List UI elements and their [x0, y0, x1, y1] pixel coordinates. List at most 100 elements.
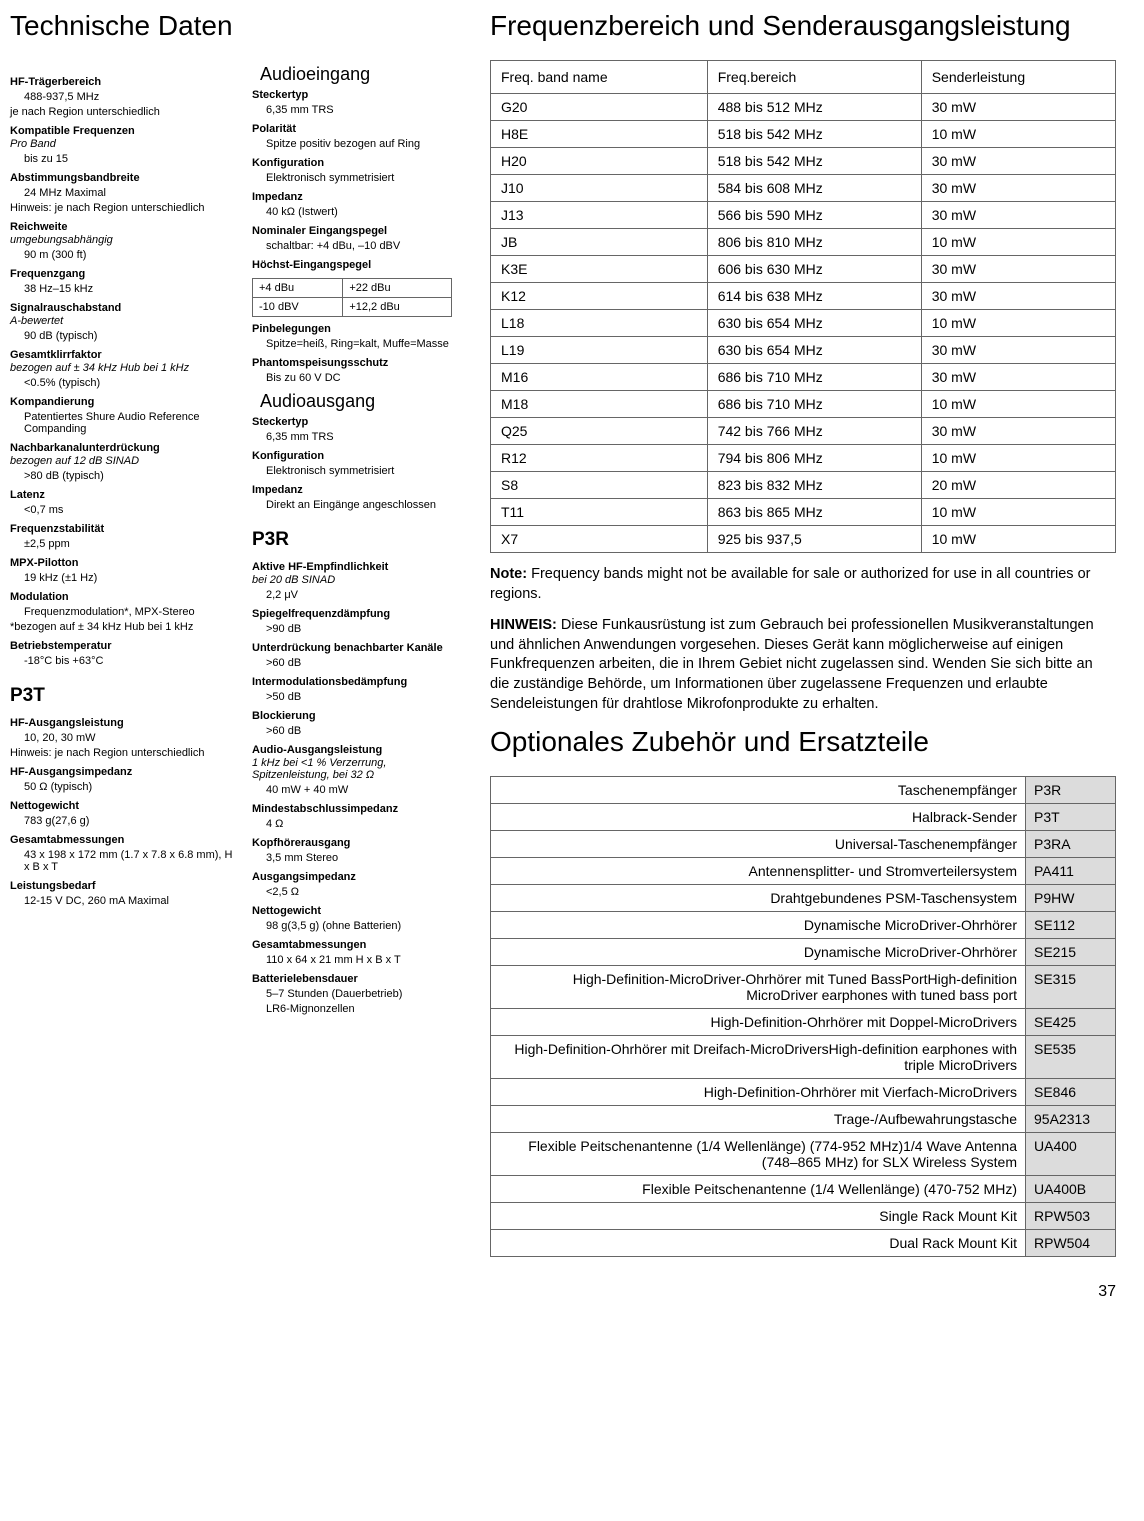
spec-value: 19 kHz (±1 Hz) — [24, 572, 240, 584]
table-cell: 925 bis 937,5 — [707, 526, 921, 553]
spec-label: HF-Ausgangsimpedanz — [10, 766, 240, 778]
table-row: TaschenempfängerP3R — [491, 777, 1116, 804]
table-cell: T11 — [491, 499, 708, 526]
spec-item: Steckertyp6,35 mm TRS — [252, 89, 466, 116]
table-row: High-Definition-Ohrhörer mit Doppel-Micr… — [491, 1009, 1116, 1036]
spec-label: Phantomspeisungsschutz — [252, 357, 466, 369]
spec-item: Betriebstemperatur-18°C bis +63°C — [10, 640, 240, 667]
table-cell: Dynamische MicroDriver-Ohrhörer — [491, 939, 1026, 966]
page-number: 37 — [10, 1283, 1116, 1301]
spec-label: Kopfhörerausgang — [252, 837, 466, 849]
table-cell: JB — [491, 229, 708, 256]
table-cell: 806 bis 810 MHz — [707, 229, 921, 256]
spec-label: Polarität — [252, 123, 466, 135]
spec-subnote: Hinweis: je nach Region unterschiedlich — [10, 202, 240, 214]
spec-label: Nachbarkanalunterdrückung — [10, 442, 240, 454]
table-cell: 518 bis 542 MHz — [707, 148, 921, 175]
spec-subnote: Hinweis: je nach Region unterschiedlich — [10, 747, 240, 759]
table-cell: SE315 — [1026, 966, 1116, 1009]
table-cell: 30 mW — [921, 283, 1115, 310]
table-cell: 10 mW — [921, 526, 1115, 553]
table-cell: High-Definition-Ohrhörer mit Vierfach-Mi… — [491, 1079, 1026, 1106]
spec-label: Kompandierung — [10, 396, 240, 408]
table-cell: 630 bis 654 MHz — [707, 337, 921, 364]
spec-label: Impedanz — [252, 191, 466, 203]
table-cell: 823 bis 832 MHz — [707, 472, 921, 499]
spec-label: Leistungsbedarf — [10, 880, 240, 892]
table-row: JB806 bis 810 MHz10 mW — [491, 229, 1116, 256]
spec-label: HF-Trägerbereich — [10, 76, 240, 88]
spec-label: Reichweite — [10, 221, 240, 233]
spec-label: Frequenzstabilität — [10, 523, 240, 535]
table-cell: H8E — [491, 121, 708, 148]
table-row: L18630 bis 654 MHz10 mW — [491, 310, 1116, 337]
table-cell: 10 mW — [921, 310, 1115, 337]
spec-value: Spitze positiv bezogen auf Ring — [266, 138, 466, 150]
left-subcol-2: Audioeingang Steckertyp6,35 mm TRS Polari… — [252, 10, 466, 1257]
table-header: Freq.bereich — [707, 61, 921, 94]
table-row: Q25742 bis 766 MHz30 mW — [491, 418, 1116, 445]
table-cell: SE112 — [1026, 912, 1116, 939]
spec-value: Elektronisch symmetrisiert — [266, 465, 466, 477]
spec-label: Abstimmungsbandbreite — [10, 172, 240, 184]
spec-value: 488-937,5 MHz — [24, 91, 240, 103]
spec-item: KonfigurationElektronisch symmetrisiert — [252, 450, 466, 477]
table-cell: 686 bis 710 MHz — [707, 364, 921, 391]
spec-item: PhantomspeisungsschutzBis zu 60 V DC — [252, 357, 466, 384]
p3r-heading: P3R — [252, 529, 466, 551]
audioeingang-heading: Audioeingang — [260, 64, 466, 85]
table-row: S8823 bis 832 MHz20 mW — [491, 472, 1116, 499]
table-cell: UA400 — [1026, 1133, 1116, 1176]
spec-value: bis zu 15 — [24, 153, 240, 165]
table-row: J10584 bis 608 MHz30 mW — [491, 175, 1116, 202]
spec-label: Batterielebensdauer — [252, 973, 466, 985]
table-row: T11863 bis 865 MHz10 mW — [491, 499, 1116, 526]
table-cell: 584 bis 608 MHz — [707, 175, 921, 202]
table-row: Trage-/Aufbewahrungstasche95A2313 — [491, 1106, 1116, 1133]
spec-item: Frequenzstabilität ±2,5 ppm — [10, 523, 240, 550]
spec-item: ImpedanzDirekt an Eingänge angeschlossen — [252, 484, 466, 511]
spec-value: Direkt an Eingänge angeschlossen — [266, 499, 466, 511]
spec-note: Pro Band — [10, 138, 240, 150]
spec-note: umgebungsabhängig — [10, 234, 240, 246]
spec-item: Reichweiteumgebungsabhängig90 m (300 ft) — [10, 221, 240, 261]
table-cell: 10 mW — [921, 229, 1115, 256]
table-row: K3E606 bis 630 MHz30 mW — [491, 256, 1116, 283]
table-row: H8E518 bis 542 MHz10 mW — [491, 121, 1116, 148]
spec-value: <0,7 ms — [24, 504, 240, 516]
table-cell: 30 mW — [921, 364, 1115, 391]
spec-value: <0.5% (typisch) — [24, 377, 240, 389]
table-cell: Dual Rack Mount Kit — [491, 1230, 1026, 1257]
spec-value: 50 Ω (typisch) — [24, 781, 240, 793]
spec-item: KonfigurationElektronisch symmetrisiert — [252, 157, 466, 184]
audioausgang-heading: Audioausgang — [260, 391, 466, 412]
table-cell: L19 — [491, 337, 708, 364]
spec-label: Latenz — [10, 489, 240, 501]
table-cell: RPW503 — [1026, 1203, 1116, 1230]
spec-label: Gesamtabmessungen — [252, 939, 466, 951]
table-cell: H20 — [491, 148, 708, 175]
table-row: L19630 bis 654 MHz30 mW — [491, 337, 1116, 364]
table-cell: SE535 — [1026, 1036, 1116, 1079]
spec-subnote: je nach Region unterschiedlich — [10, 106, 240, 118]
table-cell: P9HW — [1026, 885, 1116, 912]
table-header: Senderleistung — [921, 61, 1115, 94]
table-row: G20488 bis 512 MHz30 mW — [491, 94, 1116, 121]
spec-item: Kopfhörerausgang3,5 mm Stereo — [252, 837, 466, 864]
table-row: High-Definition-Ohrhörer mit Vierfach-Mi… — [491, 1079, 1116, 1106]
spec-label: Steckertyp — [252, 416, 466, 428]
table-header: Freq. band name — [491, 61, 708, 94]
spec-note: A-bewertet — [10, 315, 240, 327]
spec-value: ±2,5 ppm — [24, 538, 240, 550]
spec-label: Steckertyp — [252, 89, 466, 101]
spec-item: HF-Ausgangsleistung10, 20, 30 mWHinweis:… — [10, 717, 240, 759]
spec-value: schaltbar: +4 dBu, –10 dBV — [266, 240, 466, 252]
table-row: -10 dBV+12,2 dBu — [253, 298, 452, 317]
table-cell: Q25 — [491, 418, 708, 445]
spec-value: 2,2 μV — [266, 589, 466, 601]
spec-label: Gesamtabmessungen — [10, 834, 240, 846]
table-cell: Single Rack Mount Kit — [491, 1203, 1026, 1230]
spec-item: Unterdrückung benachbarter Kanäle>60 dB — [252, 642, 466, 669]
table-cell: M18 — [491, 391, 708, 418]
table-cell: +4 dBu — [253, 279, 343, 298]
